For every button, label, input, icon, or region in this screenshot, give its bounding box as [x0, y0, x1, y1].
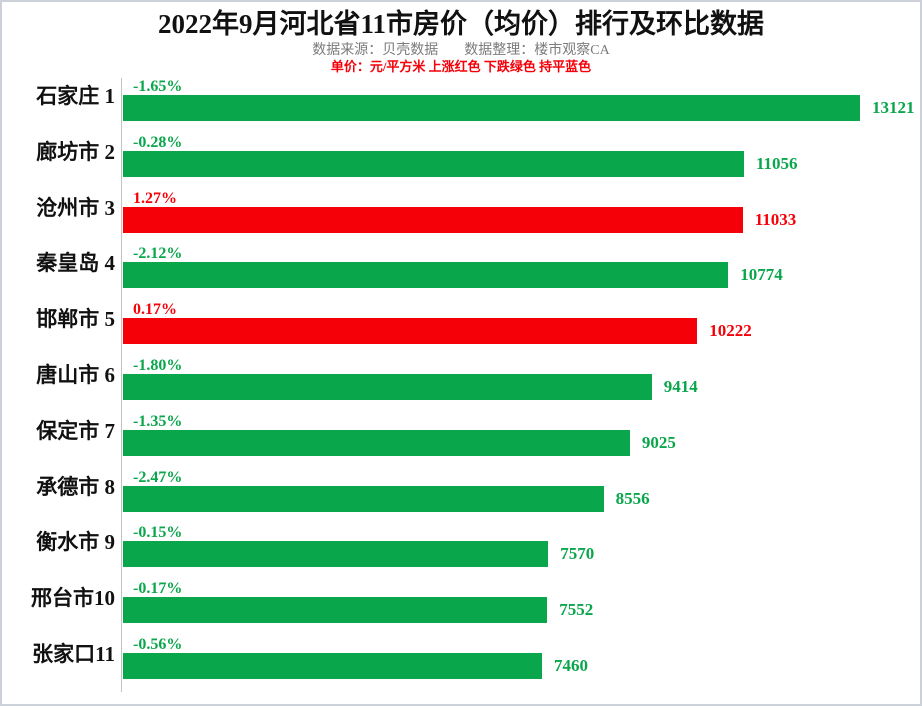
city-rank-label: 沧州市 3 — [36, 195, 115, 220]
price-bar — [123, 150, 744, 177]
price-bar — [123, 429, 630, 456]
y-axis-line — [121, 78, 122, 692]
data-source-label: 数据来源：贝壳数据 — [312, 43, 439, 58]
price-value-label: 9025 — [641, 432, 676, 452]
housing-price-infographic: 2022年9月河北省11市房价（均价）排行及环比数据 数据来源：贝壳数据 数据整理… — [2, 8, 920, 710]
price-value-label: 9414 — [663, 376, 698, 396]
bar-line: 9025 — [123, 429, 920, 456]
bar-line: 11033 — [123, 206, 920, 233]
price-bar — [123, 485, 604, 512]
chart-rows: 石家庄 1 -1.65% 13121 廊坊市 2 -0.28% 11056 沧州… — [2, 78, 920, 692]
bar-line: 8556 — [123, 485, 920, 512]
city-rank-label: 衡水市 9 — [36, 530, 115, 555]
data-editor-label: 数据整理：楼市观察CA — [464, 43, 610, 58]
unit-note: 单价：元/平方米 上涨红色 下跌绿色 持平蓝色 — [330, 59, 592, 74]
price-value-label: 11033 — [754, 209, 797, 229]
mom-change-label: -2.47% — [133, 468, 183, 486]
price-value-label: 7570 — [560, 544, 595, 564]
chart-row: 衡水市 9 -0.15% 7570 — [2, 524, 920, 580]
price-bar — [123, 206, 743, 233]
mom-change-label: 1.27% — [133, 189, 177, 207]
mom-change-label: 0.17% — [133, 301, 177, 319]
mom-change-label: -1.65% — [133, 78, 183, 95]
price-bar — [123, 95, 860, 121]
price-bar — [123, 262, 729, 289]
chart-row: 保定市 7 -1.35% 9025 — [2, 413, 920, 469]
city-rank-label: 邯郸市 5 — [36, 307, 115, 332]
mom-change-label: -2.12% — [133, 245, 183, 263]
price-value-label: 10222 — [709, 321, 752, 341]
city-rank-label: 唐山市 6 — [36, 362, 115, 387]
price-bar — [123, 597, 548, 624]
city-rank-label: 廊坊市 2 — [36, 139, 115, 164]
city-rank-label: 邢台市10 — [31, 586, 115, 611]
bar-line: 9414 — [123, 373, 920, 400]
price-value-label: 10774 — [740, 265, 783, 285]
chart-row: 邯郸市 5 0.17% 10222 — [2, 301, 920, 357]
chart-row: 邢台市10 -0.17% 7552 — [2, 580, 920, 636]
bar-chart: 石家庄 1 -1.65% 13121 廊坊市 2 -0.28% 11056 沧州… — [2, 78, 920, 694]
price-value-label: 11056 — [756, 153, 798, 173]
bar-line: 10774 — [123, 262, 920, 289]
city-rank-label: 石家庄 1 — [36, 84, 115, 108]
price-value-label: 13121 — [872, 98, 915, 117]
mom-change-label: -1.80% — [133, 356, 183, 374]
bar-line: 13121 — [123, 95, 920, 121]
city-rank-label: 张家口11 — [32, 641, 115, 666]
city-rank-label: 秦皇岛 4 — [36, 251, 115, 276]
mom-change-label: -0.28% — [133, 133, 183, 151]
data-source-line: 数据来源：贝壳数据 数据整理：楼市观察CA — [2, 42, 920, 59]
bar-line: 10222 — [123, 318, 920, 345]
chart-row: 承德市 8 -2.47% 8556 — [2, 469, 920, 525]
price-value-label: 8556 — [615, 488, 650, 508]
price-bar — [123, 373, 652, 400]
chart-row: 廊坊市 2 -0.28% 11056 — [2, 134, 920, 190]
chart-row: 石家庄 1 -1.65% 13121 — [2, 78, 920, 134]
chart-row: 沧州市 3 1.27% 11033 — [2, 190, 920, 246]
bar-line: 7460 — [123, 652, 920, 679]
price-bar — [123, 541, 549, 568]
city-rank-label: 承德市 8 — [36, 474, 115, 499]
mom-change-label: -0.56% — [133, 635, 183, 653]
mom-change-label: -1.35% — [133, 412, 183, 430]
chart-title: 2022年9月河北省11市房价（均价）排行及环比数据 — [157, 9, 764, 39]
bar-line: 7552 — [123, 597, 920, 624]
price-bar — [123, 652, 542, 679]
chart-row: 张家口11 -0.56% 7460 — [2, 636, 920, 692]
price-value-label: 7460 — [554, 655, 588, 675]
bar-line: 11056 — [123, 150, 920, 177]
mom-change-label: -0.15% — [133, 524, 183, 542]
chart-header: 2022年9月河北省11市房价（均价）排行及环比数据 数据来源：贝壳数据 数据整理… — [2, 8, 920, 75]
bar-line: 7570 — [123, 541, 920, 568]
price-value-label: 7552 — [559, 600, 594, 620]
city-rank-label: 保定市 7 — [36, 418, 115, 443]
price-bar — [123, 318, 698, 345]
chart-row: 唐山市 6 -1.80% 9414 — [2, 357, 920, 413]
chart-row: 秦皇岛 4 -2.12% 10774 — [2, 245, 920, 301]
mom-change-label: -0.17% — [133, 580, 183, 598]
